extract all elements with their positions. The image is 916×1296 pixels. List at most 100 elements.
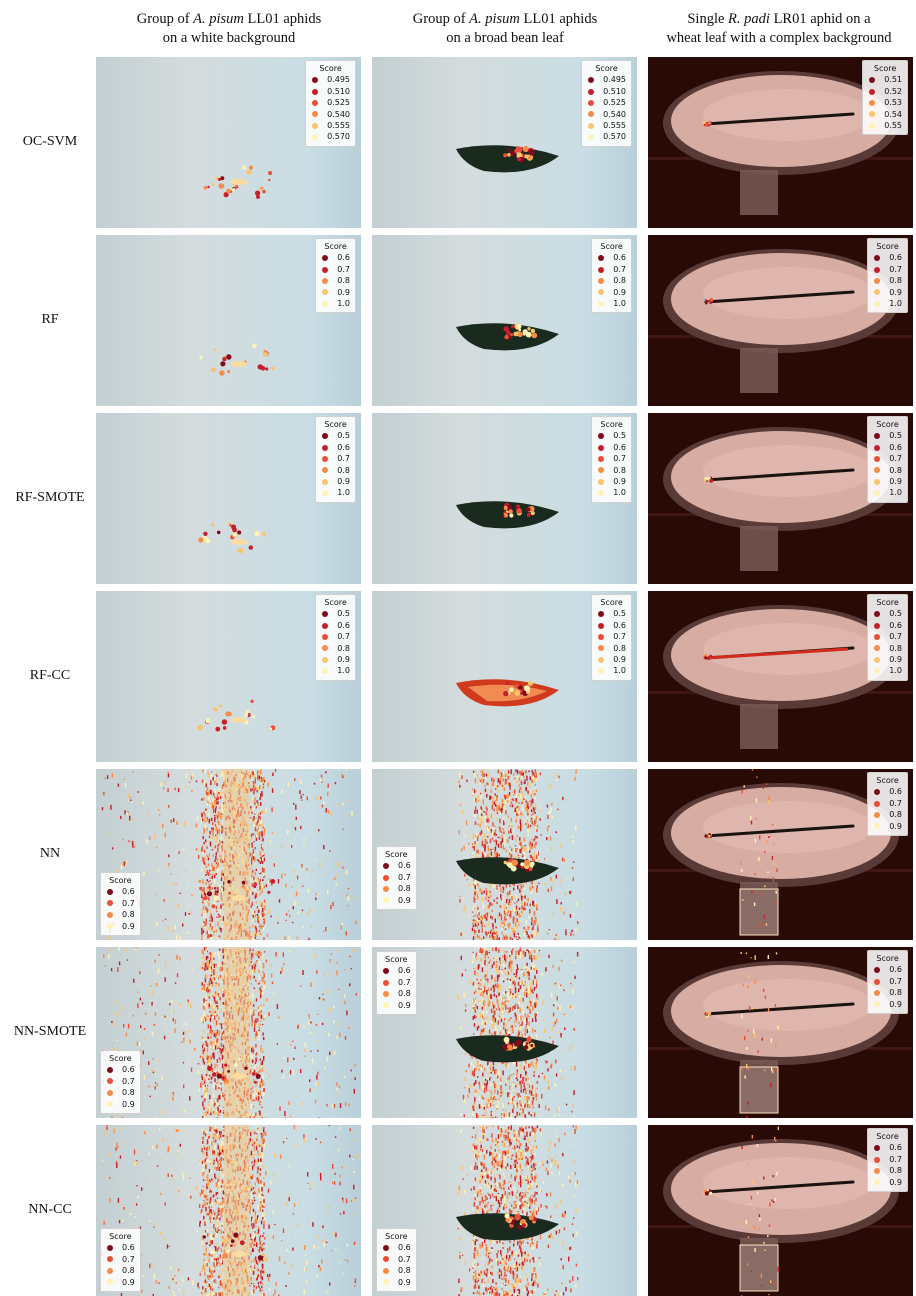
legend-entry: 0.7 [873, 264, 902, 275]
legend-value: 0.555 [327, 120, 350, 131]
legend-marker [588, 77, 594, 83]
legend-value: 1.0 [613, 665, 626, 676]
legend-entry: 0.525 [311, 97, 350, 108]
legend-marker [322, 645, 328, 651]
legend-entry: 0.6 [873, 786, 902, 797]
legend-entry: 0.8 [597, 275, 626, 286]
legend-marker [874, 611, 880, 617]
row-label: RF [0, 312, 100, 328]
legend-entry: 0.7 [382, 977, 411, 988]
legend-value: 0.510 [327, 86, 350, 97]
legend-entry: 0.6 [106, 1064, 135, 1075]
legend-marker [588, 89, 594, 95]
legend-value: 0.9 [337, 654, 350, 665]
legend-value: 0.6 [122, 1064, 135, 1075]
legend-marker [598, 456, 604, 462]
legend-entry: 0.6 [597, 442, 626, 453]
legend-entry: 0.6 [321, 620, 350, 631]
legend-entry: 0.5 [321, 430, 350, 441]
legend-value: 0.9 [613, 476, 626, 487]
legend-value: 0.495 [603, 74, 626, 85]
legend-value: 0.6 [889, 620, 902, 631]
legend-marker [874, 1157, 880, 1163]
legend-value: 0.6 [889, 442, 902, 453]
legend-entry: 0.52 [868, 86, 902, 97]
legend-value: 0.8 [889, 275, 902, 286]
legend-value: 0.55 [884, 120, 902, 131]
legend-marker [312, 89, 318, 95]
legend-value: 0.7 [398, 1254, 411, 1265]
legend-marker [312, 111, 318, 117]
legend-title: Score [868, 63, 902, 74]
legend-entry: 0.8 [321, 275, 350, 286]
legend-value: 1.0 [613, 487, 626, 498]
legend-entry: 0.6 [321, 252, 350, 263]
legend-marker [383, 980, 389, 986]
legend-value: 0.52 [884, 86, 902, 97]
legend-value: 0.9 [398, 895, 411, 906]
legend-marker [598, 445, 604, 451]
legend-entry: 0.8 [873, 465, 902, 476]
legend-marker [322, 623, 328, 629]
legend-entry: 0.8 [382, 988, 411, 999]
legend-title: Score [597, 597, 626, 608]
legend-entry: 0.6 [873, 442, 902, 453]
legend-value: 0.5 [889, 608, 902, 619]
legend-entry: 0.6 [597, 252, 626, 263]
legend-value: 0.7 [613, 453, 626, 464]
legend-entry: 0.7 [873, 1154, 902, 1165]
legend-entry: 0.5 [873, 608, 902, 619]
legend-title: Score [597, 241, 626, 252]
legend-value: 1.0 [337, 487, 350, 498]
legend-entry: 0.525 [587, 97, 626, 108]
legend-value: 0.8 [337, 275, 350, 286]
legend-value: 0.6 [398, 860, 411, 871]
legend-value: 0.8 [337, 465, 350, 476]
legend-value: 0.6 [613, 442, 626, 453]
legend-value: 1.0 [337, 665, 350, 676]
legend-value: 0.9 [398, 1277, 411, 1288]
row-label: NN [0, 846, 100, 862]
legend-entry: 0.7 [873, 453, 902, 464]
legend-marker [874, 801, 880, 807]
legend-title: Score [587, 63, 626, 74]
legend-value: 0.7 [122, 1076, 135, 1087]
legend-value: 0.8 [889, 465, 902, 476]
legend-marker [598, 467, 604, 473]
legend-entry: 0.5 [321, 608, 350, 619]
legend-marker [874, 812, 880, 818]
legend-entry: 0.8 [321, 643, 350, 654]
legend-marker [107, 1279, 113, 1285]
legend-value: 0.8 [889, 1165, 902, 1176]
legend-entry: 0.8 [873, 809, 902, 820]
legend-marker [869, 111, 875, 117]
legend-marker [874, 490, 880, 496]
legend-entry: 0.8 [873, 1165, 902, 1176]
legend-marker [383, 886, 389, 892]
legend-value: 0.8 [889, 643, 902, 654]
legend-marker [874, 1145, 880, 1151]
legend-marker [107, 1067, 113, 1073]
legend-value: 0.9 [122, 1277, 135, 1288]
legend-marker [598, 255, 604, 261]
legend-marker [383, 1002, 389, 1008]
legend-entry: 0.8 [321, 465, 350, 476]
legend-marker [874, 445, 880, 451]
legend-marker [322, 479, 328, 485]
legend-value: 0.510 [603, 86, 626, 97]
legend-value: 0.9 [889, 476, 902, 487]
row-label: RF-CC [0, 668, 100, 684]
legend-marker [383, 897, 389, 903]
legend-entry: 0.7 [873, 976, 902, 987]
legend-marker [383, 863, 389, 869]
